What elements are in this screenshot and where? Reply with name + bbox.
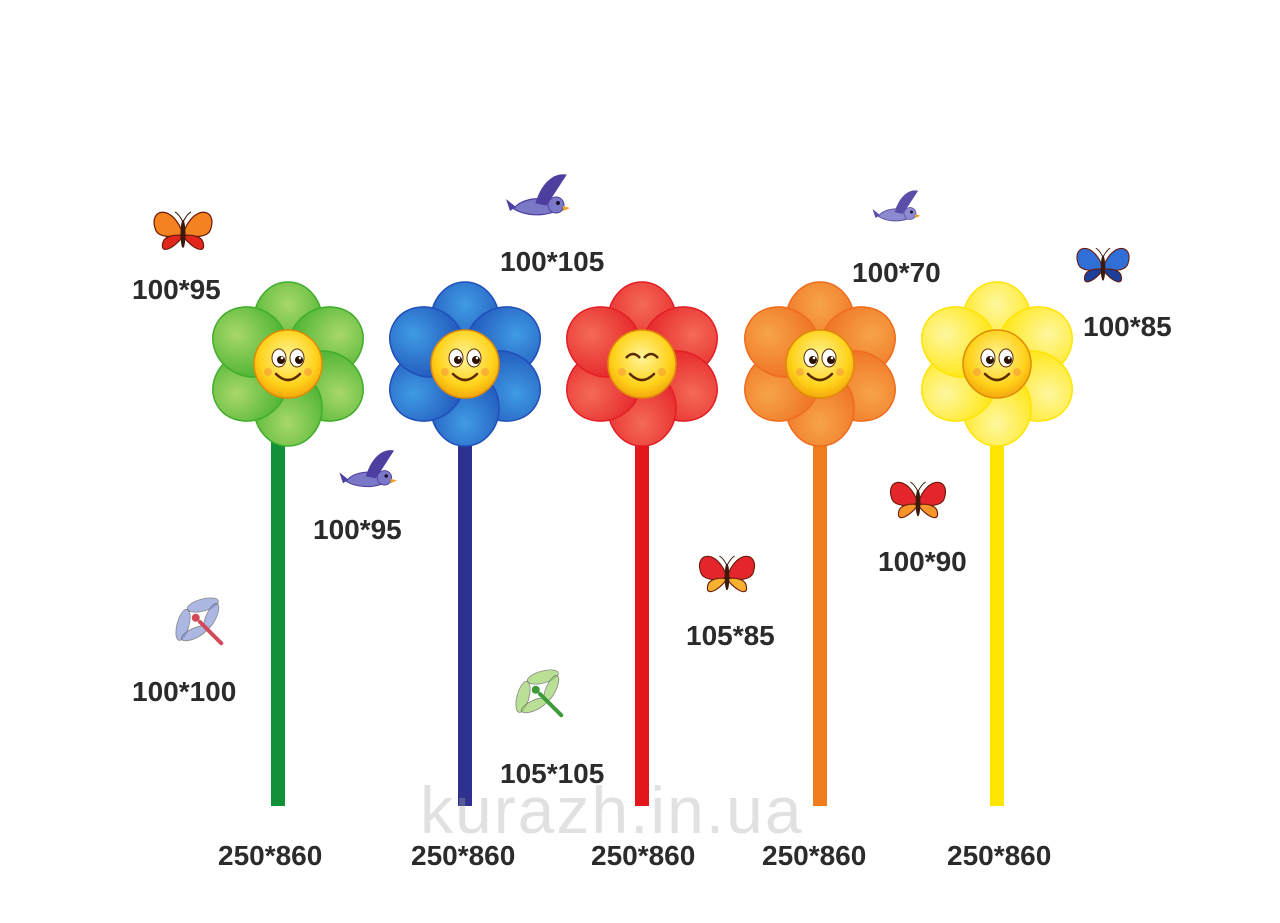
creature-size-label: 100*70 <box>852 257 941 288</box>
smiley-face-icon <box>607 329 677 399</box>
butterfly-icon <box>153 211 213 251</box>
creature-size-label: 100*105 <box>500 246 605 277</box>
dragonfly-icon <box>175 597 224 646</box>
creature-size-label: 100*95 <box>132 274 221 305</box>
flower-size-label: 250*860 <box>411 840 516 871</box>
flower-size-label: 250*860 <box>218 840 323 871</box>
smiley-face-icon <box>430 329 500 399</box>
creature-size-label: 100*90 <box>878 546 967 577</box>
watermark-text: kurazh.in.ua <box>420 773 804 847</box>
orange-flower <box>744 281 896 447</box>
flower-size-label: 250*860 <box>947 840 1052 871</box>
flower-size-label: 250*860 <box>591 840 696 871</box>
butterfly-icon <box>698 555 756 593</box>
bird-icon <box>872 190 921 222</box>
green-flower-stem <box>271 430 285 806</box>
bird-icon <box>339 450 397 488</box>
red-flower-stem <box>635 430 649 806</box>
smiley-face-icon <box>962 329 1032 399</box>
red-flower <box>566 281 718 447</box>
orange-flower-stem <box>813 430 827 806</box>
butterfly-icon <box>1076 247 1130 283</box>
creature-size-label: 105*85 <box>686 620 775 651</box>
creature-size-label: 100*85 <box>1083 311 1172 342</box>
green-flower <box>212 281 364 447</box>
dragonfly-icon <box>515 669 564 718</box>
yellow-flower-stem <box>990 430 1004 806</box>
smiley-face-icon <box>785 329 855 399</box>
bird-icon <box>506 174 570 216</box>
smiley-face-icon <box>253 329 323 399</box>
creature-size-label: 105*105 <box>500 758 605 789</box>
creature-size-label: 100*100 <box>132 676 237 707</box>
creature-size-label: 100*95 <box>313 514 402 545</box>
blue-flower <box>389 281 541 447</box>
blue-flower-stem <box>458 430 472 806</box>
butterfly-icon <box>889 481 947 519</box>
yellow-flower <box>921 281 1073 447</box>
flower-size-label: 250*860 <box>762 840 867 871</box>
